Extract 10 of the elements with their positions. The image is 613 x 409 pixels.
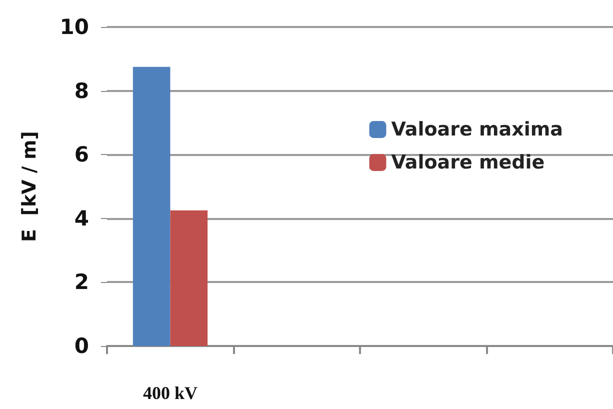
y-tick-label: 6 — [74, 142, 89, 167]
y-tick-label: 2 — [74, 270, 89, 294]
legend-label: Valoare maxima — [391, 118, 564, 140]
y-tick-label: 8 — [74, 78, 89, 103]
y-axis-title: E [kV / m] — [18, 131, 40, 242]
legend-label: Valoare medie — [391, 152, 545, 174]
y-tick-label: 10 — [60, 15, 89, 39]
x-tick-label: 400 kV — [142, 383, 198, 403]
y-tick-label: 0 — [74, 334, 89, 358]
y-tick-label: 4 — [74, 206, 89, 230]
